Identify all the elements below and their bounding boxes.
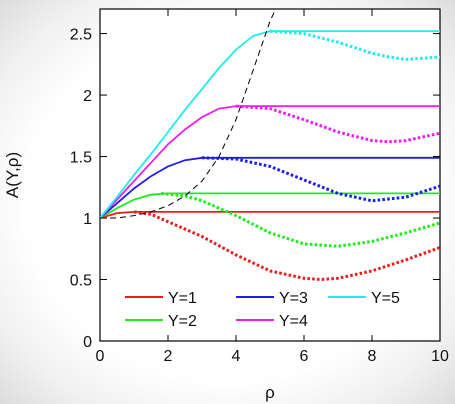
y-tick-label: 0.5 [70, 273, 92, 290]
y-tick-label: 1 [83, 211, 92, 228]
series-y1-solid-line [100, 211, 440, 219]
legend-label-y1: Y=1 [168, 290, 197, 307]
series-y3-solid-line [100, 156, 440, 219]
legend-background [120, 285, 420, 335]
x-tick-label: 2 [164, 348, 173, 365]
series-y5-solid-line [100, 30, 440, 219]
legend-label-y5: Y=5 [371, 290, 400, 307]
series-y2-solid-line [100, 192, 440, 219]
legend-label-y3: Y=3 [279, 290, 308, 307]
x-tick-label: 10 [431, 348, 449, 365]
series-y4-dotted-line [235, 104, 440, 144]
legend-label-y2: Y=2 [168, 313, 197, 330]
x-tick-label: 4 [232, 348, 241, 365]
x-tick-label: 8 [368, 348, 377, 365]
x-axis-label: ρ [265, 383, 275, 402]
y-tick-label: 2.5 [70, 27, 92, 44]
x-tick-label: 6 [300, 348, 309, 365]
y-tick-label: 2 [83, 88, 92, 105]
boundary-dashed-curve [100, 9, 277, 219]
y-tick-label: 0 [83, 334, 92, 351]
legend-label-y4: Y=4 [279, 313, 308, 330]
series-y2-dotted-line [161, 191, 440, 248]
axis-ticks: 0 2 4 6 8 10 0 0.5 1 1.5 2 2.5 [70, 9, 449, 365]
y-tick-label: 1.5 [70, 150, 92, 167]
series-layer [100, 9, 440, 282]
legend: Y=1 Y=2 Y=3 Y=4 Y=5 [120, 285, 420, 335]
x-tick-label: 0 [96, 348, 105, 365]
series-y5-dotted-line [269, 29, 440, 61]
series-y4-solid-line [100, 105, 440, 219]
y-axis-label: A(Y,ρ) [3, 152, 22, 198]
series-y3-dotted-line [201, 156, 440, 203]
